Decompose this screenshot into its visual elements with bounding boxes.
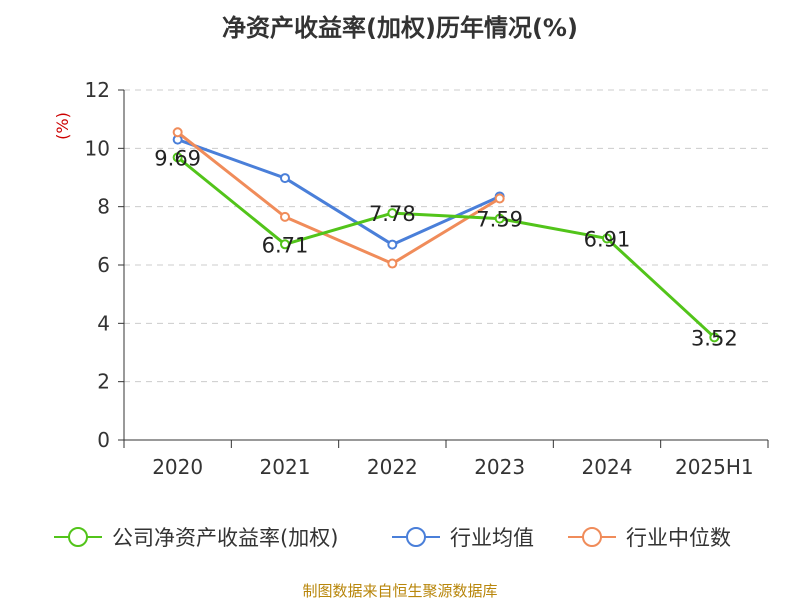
legend: 公司净资产收益率(加权) 行业均值 行业中位数: [54, 526, 731, 550]
legend-item: 公司净资产收益率(加权): [54, 526, 338, 550]
y-tick-label: 2: [97, 370, 110, 394]
x-tick-label: 2022: [367, 455, 418, 479]
series-lines: [172, 127, 720, 343]
legend-item: 行业均值: [392, 526, 534, 550]
series-line: [176, 131, 501, 266]
data-labels: 9.69 6.71 7.78 7.59 6.91 3.52: [154, 146, 737, 350]
data-point: [172, 127, 183, 138]
data-point: [387, 208, 398, 219]
series-line: [176, 156, 716, 339]
x-tick-label: 2023: [474, 455, 525, 479]
data-point: [709, 332, 720, 343]
data-point: [172, 152, 183, 163]
data-label: 9.69: [154, 146, 201, 170]
legend-item: 行业中位数: [568, 526, 731, 550]
legend-marker: [406, 527, 426, 547]
y-axis-label: (%): [53, 112, 72, 140]
data-point: [280, 239, 290, 250]
data-point: [280, 173, 290, 184]
data-label: 6.71: [262, 233, 309, 257]
legend-label: 行业均值: [450, 526, 534, 550]
data-label: 3.52: [691, 326, 738, 350]
y-tick-label: 0: [97, 428, 110, 452]
data-label: 7.59: [476, 208, 523, 232]
y-tick-label: 4: [97, 311, 110, 335]
data-point: [602, 233, 612, 244]
source-footer: 制图数据来自恒生聚源数据库: [302, 582, 498, 600]
x-tick-label: 2024: [582, 455, 633, 479]
grid-lines: [124, 89, 768, 383]
legend-label: 公司净资产收益率(加权): [112, 526, 338, 550]
data-point: [387, 258, 398, 269]
data-point: [494, 193, 505, 204]
data-label: 7.78: [369, 202, 416, 226]
legend-label: 行业中位数: [626, 526, 731, 550]
x-tick-label: 2025H1: [675, 455, 754, 479]
x-tick-label: 2021: [260, 455, 311, 479]
axes: 0 2 4 6 8 10 12 (%) 2020 2021 2022 2023 2024 2025H1: [53, 78, 769, 479]
data-point: [494, 213, 505, 224]
data-point: [387, 239, 398, 250]
legend-marker: [582, 527, 602, 547]
legend-marker: [68, 527, 88, 547]
series-line: [177, 138, 501, 247]
data-point: [280, 211, 290, 222]
y-tick-label: 10: [85, 136, 110, 160]
data-label: 6.91: [584, 227, 631, 251]
chart-title: 净资产收益率(加权)历年情况(%): [222, 14, 578, 42]
y-tick-label: 8: [97, 195, 110, 219]
y-tick-label: 6: [97, 253, 110, 277]
y-tick-label: 12: [85, 78, 110, 102]
x-tick-label: 2020: [152, 455, 203, 479]
